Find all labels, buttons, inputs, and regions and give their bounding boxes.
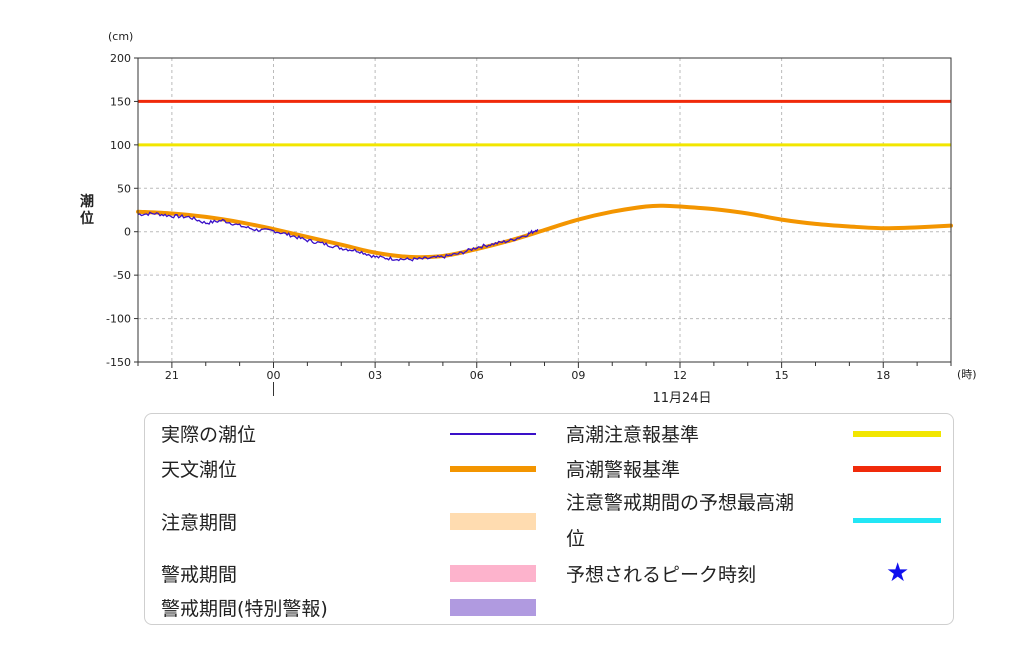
legend-special-warning-period-label: 警戒期間(特別警報) bbox=[161, 598, 328, 620]
y-tick-label: 0 bbox=[124, 226, 131, 239]
y-tick-label: 200 bbox=[110, 52, 131, 65]
legend-box: 実際の潮位 天文潮位 注意期間 警戒期間 警戒期間(特別警報) 高潮注意報基準 … bbox=[144, 413, 954, 625]
peak-star-icon: ★ bbox=[886, 558, 910, 588]
legend-peak-forecast-swatch bbox=[853, 518, 941, 523]
y-tick-label: 50 bbox=[117, 182, 131, 195]
y-tick-label: 150 bbox=[110, 95, 131, 108]
legend-special-warning-period-swatch bbox=[450, 599, 536, 616]
y-tick-label: -50 bbox=[113, 269, 131, 282]
legend-advisory-period-label: 注意期間 bbox=[161, 512, 238, 534]
legend-warning-period-swatch bbox=[450, 565, 536, 582]
legend-advisory-period-swatch bbox=[450, 513, 536, 530]
legend-astronomical-swatch bbox=[450, 466, 536, 472]
legend-advisory-line-label: 高潮注意報基準 bbox=[566, 424, 700, 446]
legend-warning-period-label: 警戒期間 bbox=[161, 564, 238, 586]
legend-observed-label: 実際の潮位 bbox=[161, 424, 257, 446]
y-unit-label: (cm) bbox=[108, 30, 133, 43]
legend-warning-line-swatch bbox=[853, 466, 941, 472]
legend-observed-swatch bbox=[450, 433, 536, 435]
plot-frame bbox=[137, 57, 952, 363]
astronomical-tide-line bbox=[136, 203, 953, 260]
x-tick-label: 03 bbox=[368, 369, 382, 382]
y-tick-label: -100 bbox=[106, 313, 131, 326]
x-tick-label: 06 bbox=[470, 369, 484, 382]
tide-chart: (cm) (時) 11月24日 潮位 200 150 100 50 0 -50 -100 -1… bbox=[80, 30, 977, 405]
y-axis-title-char: 位 bbox=[80, 210, 94, 227]
date-label: 11月24日 bbox=[652, 391, 711, 405]
observed-tide-line bbox=[137, 211, 539, 262]
y-tick-label: -150 bbox=[106, 356, 131, 369]
legend-peak-forecast-label-line2: 位 bbox=[566, 528, 586, 550]
legend-warning-line-label: 高潮警報基準 bbox=[566, 459, 681, 481]
y-axis-title-char: 潮 bbox=[80, 193, 94, 210]
y-tick-label: 100 bbox=[110, 139, 131, 152]
legend-astronomical-label: 天文潮位 bbox=[161, 459, 238, 481]
legend-advisory-line-swatch bbox=[853, 431, 941, 437]
x-tick-label: 18 bbox=[876, 369, 890, 382]
x-tick-label: 12 bbox=[673, 369, 687, 382]
legend-peak-forecast-label-line1: 注意警戒期間の予想最高潮 bbox=[566, 492, 795, 514]
x-tick-label: 21 bbox=[165, 369, 179, 382]
y-axis-title: 潮位 bbox=[80, 193, 94, 227]
x-tick-label: 00 bbox=[267, 369, 281, 382]
legend-peak-time-label: 予想されるピーク時刻 bbox=[566, 564, 757, 586]
x-tick-label: 15 bbox=[775, 369, 789, 382]
x-unit-label: (時) bbox=[957, 368, 977, 381]
x-tick-label: 09 bbox=[571, 369, 585, 382]
